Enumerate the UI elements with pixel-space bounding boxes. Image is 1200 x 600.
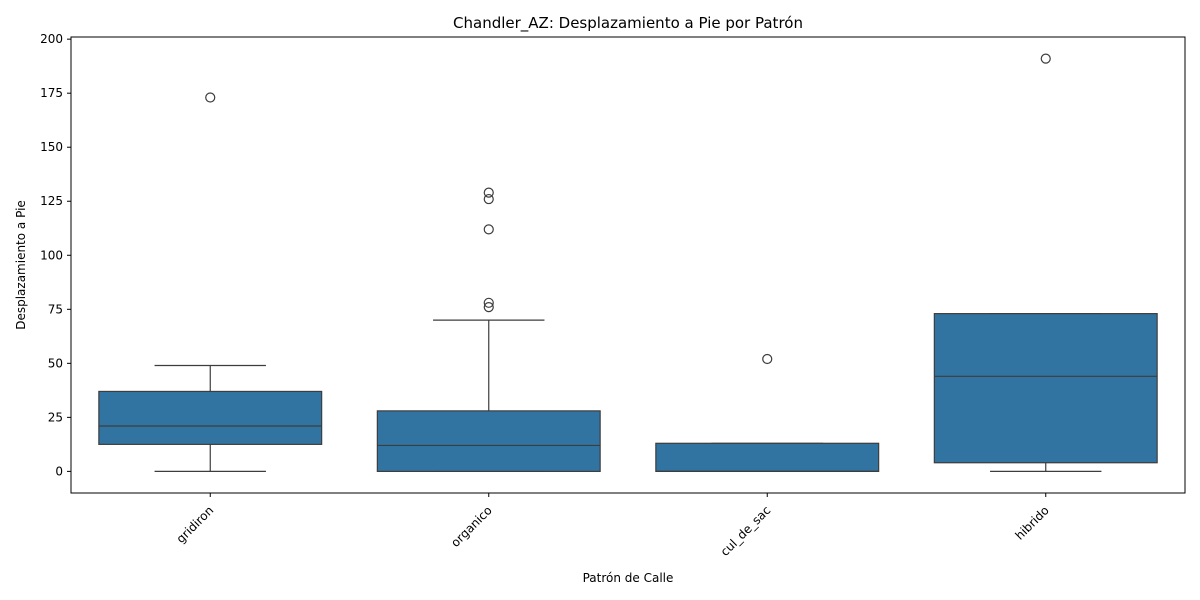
x-axis-label: Patrón de Calle bbox=[583, 571, 674, 585]
box-group-gridiron bbox=[98, 92, 323, 472]
y-tick-label: 0 bbox=[55, 464, 63, 478]
outlier-point bbox=[1040, 53, 1051, 64]
outlier-point bbox=[205, 92, 216, 103]
y-axis-label: Desplazamiento a Pie bbox=[14, 200, 28, 330]
outlier-point bbox=[483, 187, 494, 198]
chart-title: Chandler_AZ: Desplazamiento a Pie por Pa… bbox=[453, 14, 803, 33]
x-tick-label: organico bbox=[448, 503, 495, 550]
x-tick-label: cul_de_sac bbox=[718, 503, 774, 559]
y-tick-label: 25 bbox=[48, 410, 63, 424]
box-group-organico bbox=[376, 187, 601, 472]
y-tick-label: 200 bbox=[40, 32, 63, 46]
plot-frame bbox=[70, 36, 1186, 494]
x-tick-label: hibrido bbox=[1012, 503, 1051, 542]
iqr-box bbox=[933, 313, 1158, 464]
y-tick-label: 50 bbox=[48, 356, 63, 370]
iqr-box bbox=[376, 410, 601, 472]
y-tick-label: 100 bbox=[40, 248, 63, 262]
outlier-point bbox=[483, 224, 494, 235]
box-group-hibrido bbox=[933, 53, 1158, 472]
iqr-box bbox=[98, 390, 323, 445]
outlier-point bbox=[762, 353, 773, 365]
outlier-point bbox=[483, 302, 494, 313]
y-tick-label: 150 bbox=[40, 140, 63, 154]
x-tick-label: gridiron bbox=[174, 503, 217, 546]
iqr-box bbox=[655, 442, 880, 472]
box-group-cul_de_sac bbox=[655, 353, 880, 472]
y-tick-label: 175 bbox=[40, 86, 63, 100]
outlier-point bbox=[483, 193, 494, 205]
y-tick-label: 125 bbox=[40, 194, 63, 208]
outlier-point bbox=[483, 297, 494, 308]
y-tick-label: 75 bbox=[48, 302, 63, 316]
